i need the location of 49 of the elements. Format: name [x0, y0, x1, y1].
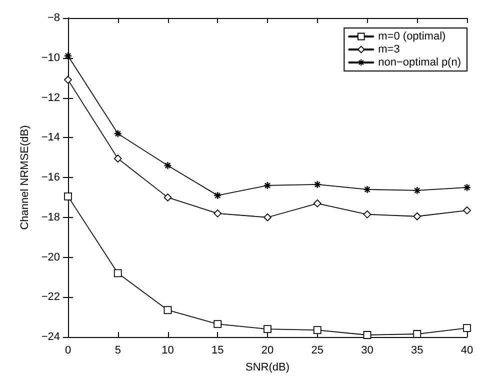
- point: [363, 331, 372, 339]
- y-tick-label: −20: [41, 251, 60, 264]
- point: [413, 330, 422, 338]
- point: [164, 306, 172, 314]
- x-tick-label: 30: [361, 344, 374, 356]
- point: [264, 325, 272, 333]
- point: [114, 154, 122, 163]
- point: [64, 192, 72, 200]
- legend-label: m=3: [378, 44, 400, 56]
- x-tick-label: 15: [212, 344, 224, 356]
- point: [313, 199, 322, 208]
- y-tick-label: −8: [47, 12, 60, 24]
- point: [214, 320, 222, 328]
- point: [263, 181, 272, 190]
- point: [463, 324, 471, 332]
- y-tick-label: −10: [41, 52, 60, 64]
- x-axis-title: SNR(dB): [245, 362, 290, 374]
- x-tick-label: 40: [460, 344, 474, 356]
- y-tick-label: −12: [41, 92, 60, 104]
- point: [214, 191, 222, 200]
- point: [264, 213, 272, 222]
- point: [164, 193, 172, 202]
- point: [413, 186, 422, 195]
- point: [114, 269, 122, 278]
- y-tick-label: −14: [41, 132, 60, 144]
- point: [462, 183, 472, 192]
- x-tick-label: 25: [311, 344, 324, 356]
- point: [313, 326, 322, 334]
- point: [313, 180, 322, 189]
- point: [164, 161, 172, 170]
- x-tick-label: 5: [114, 344, 121, 356]
- x-tick-label: 35: [411, 344, 424, 356]
- legend-label: non−optimal p(n): [378, 56, 462, 68]
- y-tick-label: −16: [41, 172, 60, 184]
- point: [214, 209, 222, 218]
- point: [463, 206, 471, 214]
- point: [64, 76, 72, 84]
- point: [114, 130, 122, 138]
- y-tick-label: −18: [41, 211, 60, 224]
- x-tick-label: 20: [261, 344, 274, 356]
- point: [363, 210, 372, 218]
- y-tick-label: −24: [41, 331, 60, 343]
- y-axis-title: Channel NRMSE(dB): [18, 125, 31, 230]
- x-tick-label: 10: [162, 344, 174, 356]
- x-tick-label: 0: [64, 344, 72, 356]
- legend-label: m=0 (optimal): [378, 30, 446, 42]
- point: [363, 185, 372, 194]
- y-tick-label: −22: [41, 291, 60, 304]
- point: [413, 212, 422, 220]
